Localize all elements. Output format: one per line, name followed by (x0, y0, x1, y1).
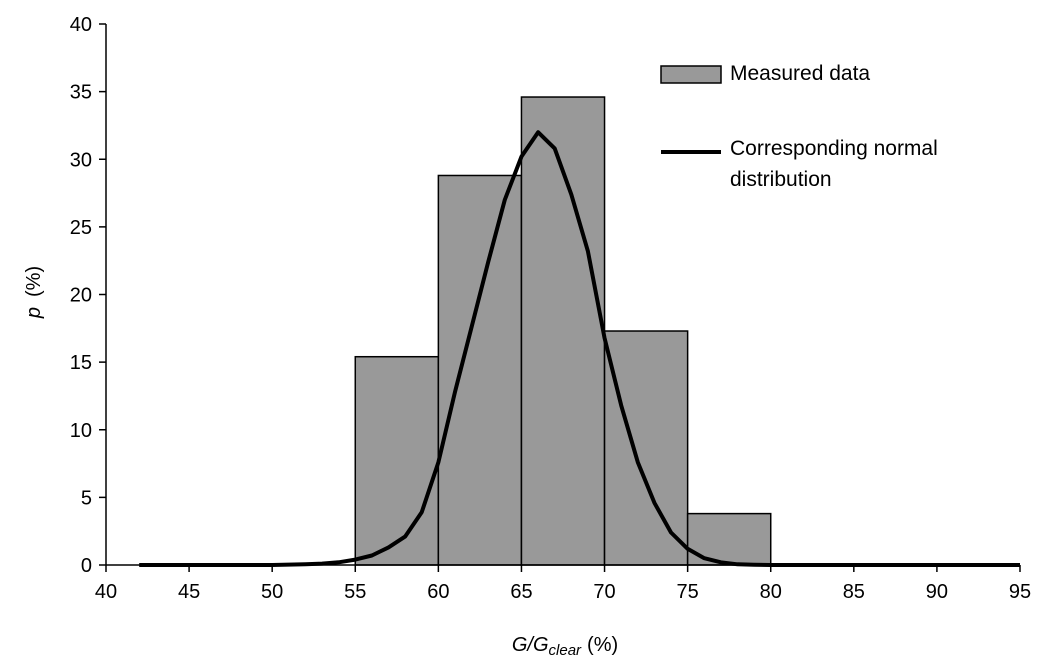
x-tick-label: 60 (427, 581, 449, 603)
x-tick-label: 45 (178, 581, 200, 603)
histogram-bar-0 (354, 355, 440, 566)
x-tick-label: 55 (344, 581, 366, 603)
y-axis-title: p(%) (23, 266, 45, 319)
x-tick-label: 65 (510, 581, 532, 603)
y-tick-label: 30 (70, 149, 92, 171)
legend-swatch-measured (660, 65, 722, 84)
x-tick-label: 75 (677, 581, 699, 603)
x-axis-title: G/Gclear (%) (512, 634, 618, 659)
y-tick-label: 10 (70, 420, 92, 442)
y-tick-labels: 0 5 10 15 20 25 30 35 40 (70, 14, 92, 577)
x-tick-labels: 40 45 50 55 60 65 70 75 80 85 90 95 (95, 581, 1031, 603)
y-tick-label: 15 (70, 352, 92, 374)
y-tick-label: 25 (70, 217, 92, 239)
y-tick-label: 40 (70, 14, 92, 36)
x-tick-label: 85 (843, 581, 865, 603)
y-tick-label: 0 (81, 555, 92, 577)
x-tick-label: 70 (593, 581, 615, 603)
x-tick-label: 50 (261, 581, 283, 603)
legend: Measured data Corresponding normal distr… (660, 62, 944, 191)
x-tick-label: 95 (1009, 581, 1031, 603)
x-tick-label: 90 (926, 581, 948, 603)
y-tick-label: 5 (81, 487, 92, 509)
x-tick-label: 80 (760, 581, 782, 603)
axes (99, 23, 1021, 572)
y-tick-label: 35 (70, 82, 92, 104)
histogram-bar-3 (603, 330, 689, 566)
legend-label-normal: Corresponding normal distribution (730, 137, 944, 191)
x-tick-label: 40 (95, 581, 117, 603)
histogram-bar-1 (437, 174, 523, 566)
y-tick-label: 20 (70, 285, 92, 307)
legend-label-measured: Measured data (730, 62, 870, 85)
